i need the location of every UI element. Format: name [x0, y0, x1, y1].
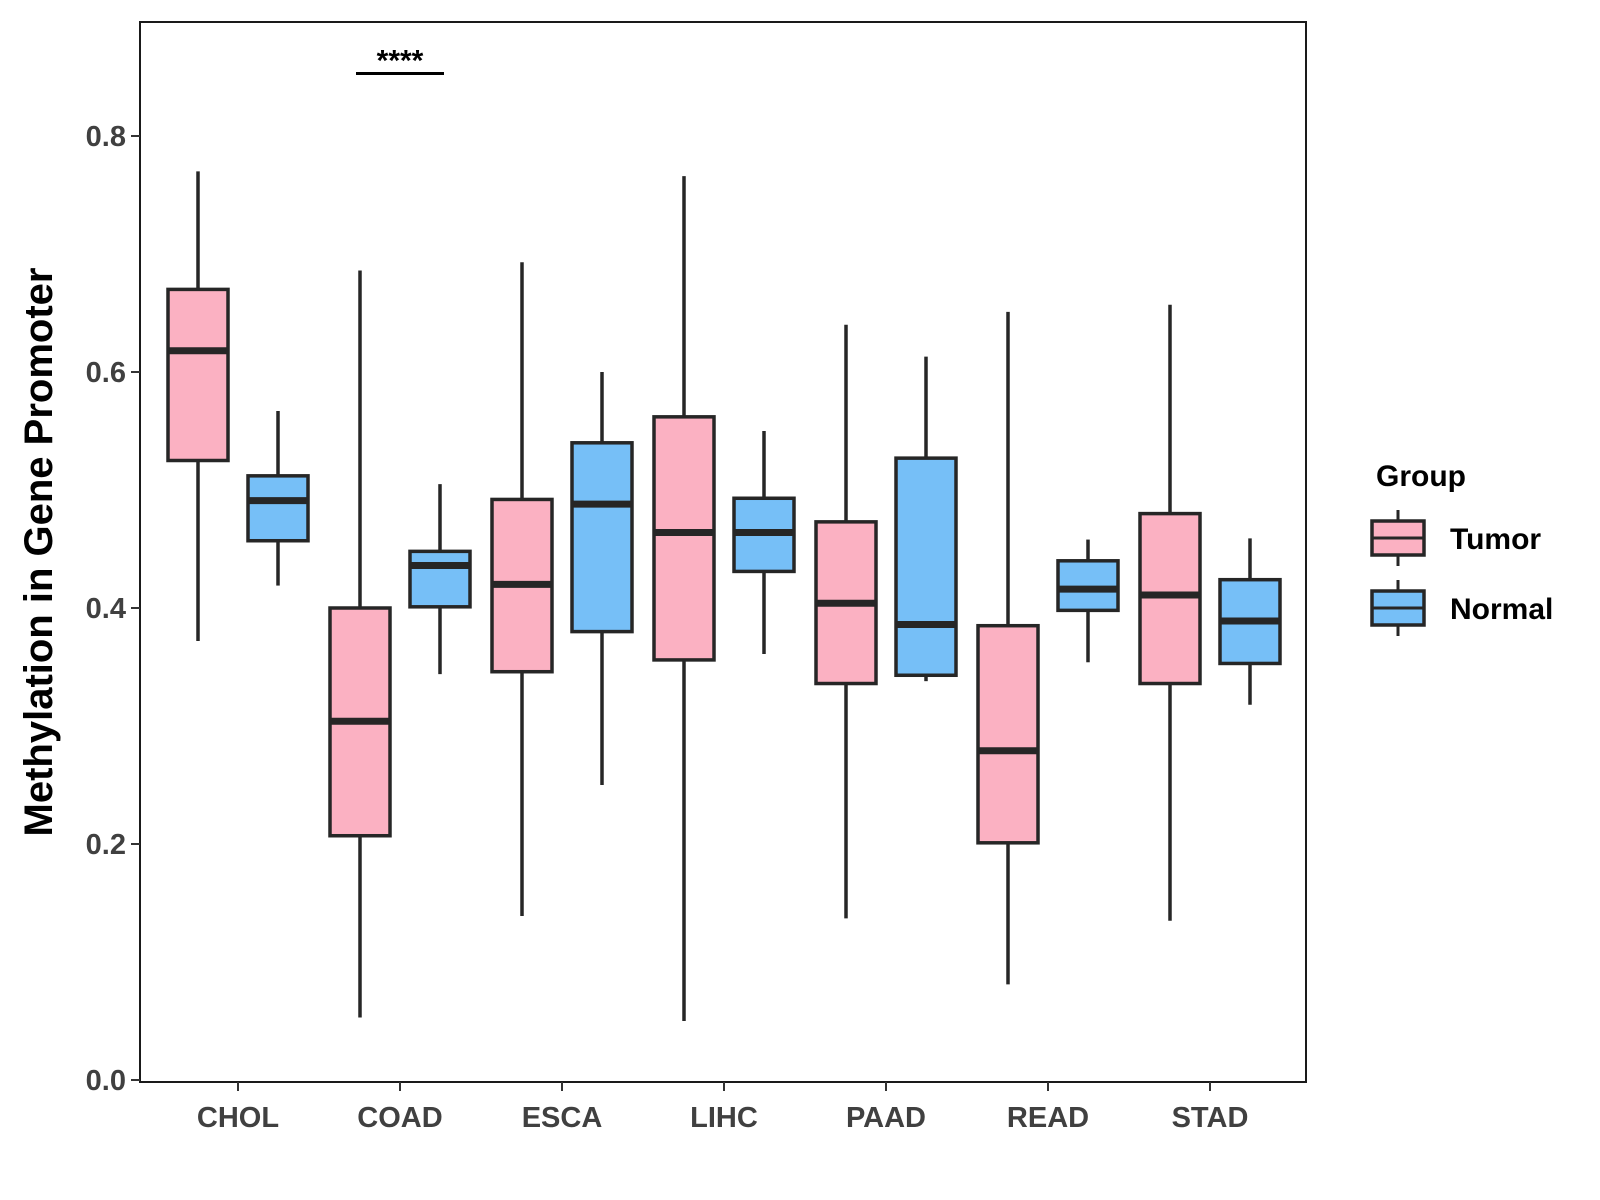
box-body [976, 623, 1040, 845]
x-axis: CHOL COAD ESCA LIHC PAAD READ STAD [197, 1082, 1248, 1134]
box-normal-stad [1218, 538, 1282, 705]
legend-key-tumor [1370, 510, 1426, 566]
x-tick-label-esca: ESCA [522, 1102, 603, 1134]
box-body [246, 474, 310, 543]
box-tumor-lihc [652, 176, 716, 1021]
plot-panel [139, 21, 1307, 1083]
legend-label-tumor: Tumor [1450, 523, 1541, 556]
box-body [1056, 559, 1120, 613]
legend-key-normal [1370, 580, 1426, 636]
box-tumor-stad [1138, 304, 1202, 921]
legend: Group Tumor Normal [1370, 460, 1553, 636]
box-body [408, 549, 472, 609]
y-tick-label: 0.4 [86, 593, 126, 625]
box-normal-lihc [732, 431, 796, 655]
x-tick-label-read: READ [1007, 1102, 1089, 1134]
y-tick-label: 0.8 [86, 121, 126, 153]
significance-label: **** [377, 44, 424, 77]
box-body [894, 456, 958, 678]
box-normal-chol [246, 410, 310, 586]
box-body [166, 287, 230, 463]
y-tick-label: 0.2 [86, 829, 126, 861]
y-axis: 0.0 0.2 0.4 0.6 0.8 [86, 121, 140, 1097]
x-tick-label-paad: PAAD [846, 1102, 926, 1134]
box-tumor-paad [814, 324, 878, 919]
box-tumor-read [976, 311, 1040, 985]
x-tick-label-lihc: LIHC [690, 1102, 758, 1134]
y-axis-title: Methylation in Gene Promoter [17, 268, 61, 837]
x-tick-label-stad: STAD [1172, 1102, 1249, 1134]
x-tick-label-coad: COAD [357, 1102, 442, 1134]
legend-title: Group [1376, 460, 1466, 493]
boxes-layer [166, 171, 1282, 1021]
annotations-layer: **** [356, 44, 444, 77]
x-tick-label-chol: CHOL [197, 1102, 279, 1134]
box-body [570, 441, 634, 634]
box-body [652, 415, 716, 662]
y-tick-label: 0.0 [86, 1065, 126, 1097]
box-tumor-esca [490, 262, 554, 916]
legend-label-normal: Normal [1450, 593, 1553, 626]
box-normal-coad [408, 484, 472, 675]
box-normal-read [1056, 539, 1120, 663]
box-tumor-chol [166, 171, 230, 642]
box-normal-esca [570, 372, 634, 785]
box-body [1138, 511, 1202, 686]
box-tumor-coad [328, 270, 392, 1018]
box-normal-paad [894, 356, 958, 682]
y-tick-label: 0.6 [86, 357, 126, 389]
